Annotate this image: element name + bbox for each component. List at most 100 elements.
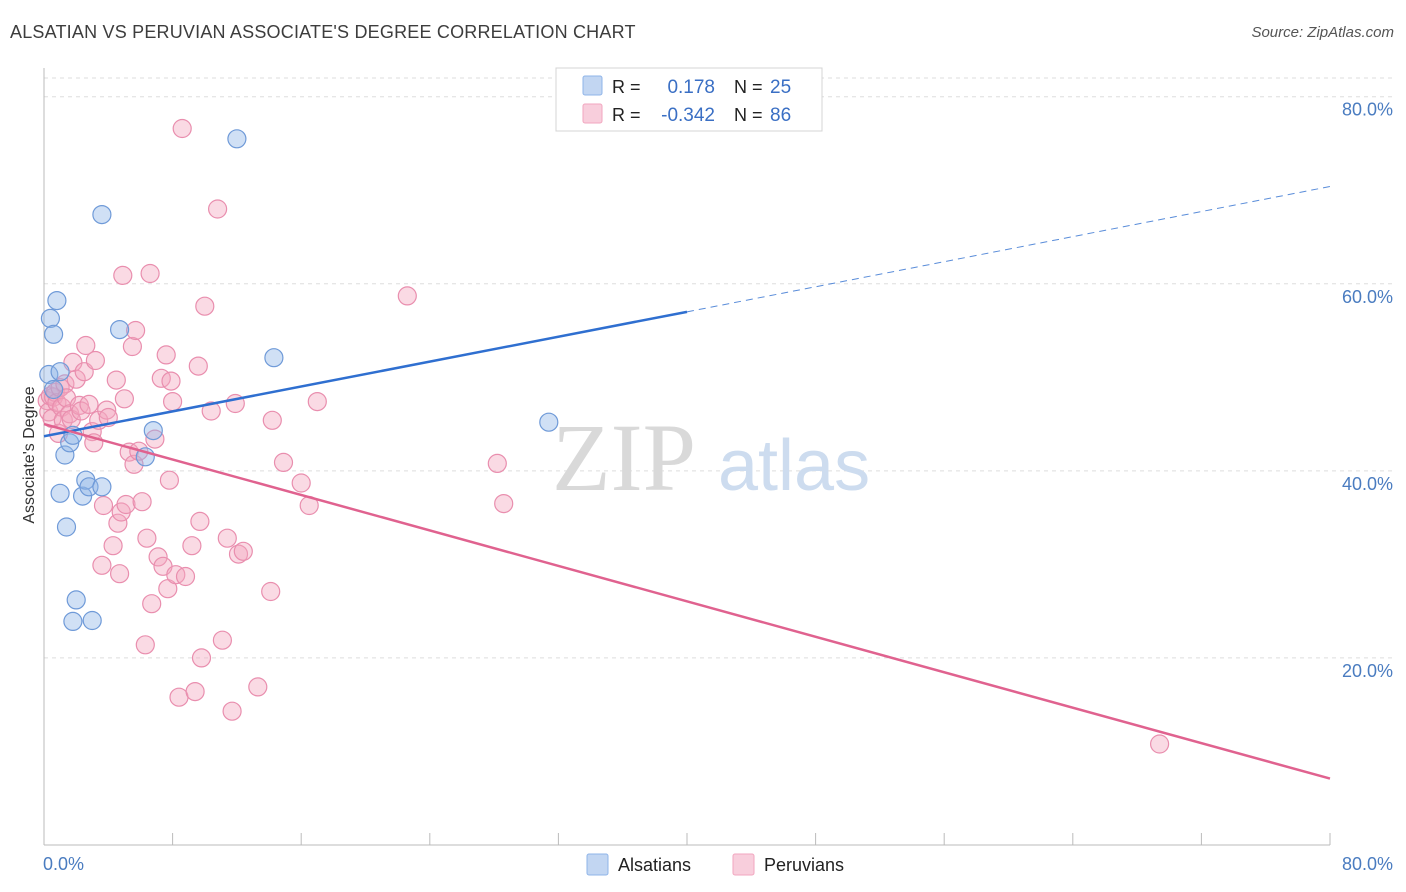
alsatian-point [143,421,163,441]
alsatians-n-label: N = [734,77,763,97]
peruvian-point [93,495,114,516]
peruvian-point [71,401,91,421]
alsatian-point [50,483,70,503]
peruvian-point [1149,734,1170,754]
alsatian-point [92,477,112,497]
peruvian-point [190,511,210,532]
peruvian-point [140,263,160,284]
alsatians-trend-extension [686,186,1331,313]
peruvian-point [195,296,215,316]
peruvian-point [142,594,162,614]
x-tick-label-max: 80.0% [1342,854,1393,874]
chart-title: ALSATIAN VS PERUVIAN ASSOCIATE'S DEGREE … [10,22,636,42]
grid-lines [44,77,1392,659]
peruvian-point [185,681,205,702]
peruvian-point [191,648,212,668]
peruvian-point [222,701,242,721]
alsatian-point [66,590,86,610]
peruvian-point [169,687,189,707]
peruvians-r-label: R = [612,105,641,125]
y-tick-label: 20.0% [1342,661,1393,681]
alsatian-point [40,308,61,328]
peruvian-point [494,494,514,514]
x-tick-label-min: 0.0% [43,854,84,874]
data-points [37,118,1170,754]
alsatian-point [47,291,67,311]
peruvians-trend-line [43,422,1331,780]
peruvian-point [135,635,155,655]
peruvian-point [175,566,196,587]
axes [43,68,1331,846]
peruvian-point [201,401,221,421]
alsatian-point [264,348,284,368]
peruvian-point [85,350,106,371]
peruvian-point [307,392,327,412]
x-tick-labels: 0.0% 80.0% [43,854,1393,874]
alsatian-point [227,129,247,149]
alsatians-r-value: 0.178 [667,77,715,98]
peruvian-point [97,400,117,420]
alsatian-point [50,362,70,382]
peruvian-point [132,492,152,512]
peruvians-points [37,118,1170,754]
watermark-zip: ZIP [552,404,696,511]
peruvians-n-label: N = [734,105,763,125]
peruvian-point [487,453,507,473]
alsatian-point [55,445,75,465]
y-tick-labels: 20.0% 40.0% 60.0% 80.0% [1342,100,1393,681]
peruvian-point [273,452,294,472]
peruvian-point [188,356,208,376]
peruvian-point [248,677,268,697]
peruvian-point [92,555,112,575]
peruvian-point [79,394,99,414]
peruvian-point [108,513,128,533]
peruvian-point [116,494,136,515]
peruvian-point [182,536,202,556]
source-note: Source: ZipAtlas.com [1251,24,1394,41]
peruvians-swatch [582,103,603,124]
legend-peruvians-swatch [732,853,755,876]
peruvian-point [76,335,96,356]
peruvian-point [109,564,130,584]
peruvian-point [126,320,146,341]
alsatian-point [109,320,130,340]
legend-alsatians-swatch [586,853,609,876]
peruvian-point [137,528,157,548]
alsatian-point [43,379,64,400]
peruvians-n-value: 86 [770,105,791,126]
alsatians-n-value: 25 [770,77,791,98]
legend-peruvians-label: Peruvians [764,855,844,875]
peruvian-point [122,336,142,357]
alsatians-trend-line [43,310,688,438]
y-tick-label: 60.0% [1342,287,1393,307]
peruvian-point [113,265,133,285]
peruvian-point [163,392,183,412]
peruvian-point [261,581,281,602]
alsatian-point [56,517,77,537]
peruvian-point [156,345,176,365]
watermark-atlas: atlas [718,426,870,506]
alsatian-point [39,364,59,385]
peruvian-point [217,528,237,548]
alsatians-swatch [582,75,603,96]
peruvian-point [262,410,282,430]
alsatian-point [63,611,83,632]
peruvian-point [397,286,417,306]
legend-alsatians-label: Alsatians [618,855,691,875]
peruvian-point [159,470,179,490]
alsatians-points [39,129,559,632]
peruvian-point [233,541,253,561]
series-legend: Alsatians Peruvians [586,853,844,876]
trend-lines [43,186,1331,780]
peruvian-point [291,473,311,493]
alsatian-point [43,324,64,344]
watermark: ZIP atlas [552,404,870,511]
peruvian-point [212,630,232,650]
peruvian-point [148,547,168,567]
alsatian-point [539,412,559,432]
alsatian-point [92,205,112,225]
alsatians-r-label: R = [612,77,641,97]
peruvian-point [103,536,123,556]
peruvian-point [55,374,75,394]
